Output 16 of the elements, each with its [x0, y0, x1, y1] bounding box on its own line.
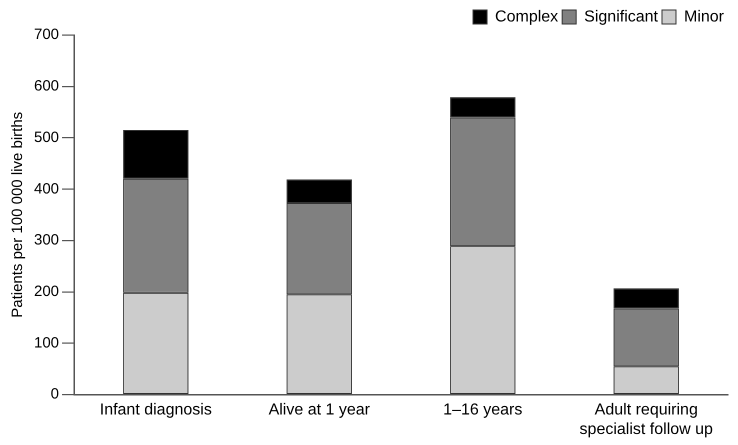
y-tick-label: 300	[34, 232, 60, 249]
y-tick-label: 600	[34, 78, 60, 95]
x-tick-label: Alive at 1 year	[268, 402, 371, 419]
x-tick-label: Infant diagnosis	[100, 402, 212, 419]
legend-label: Significant	[584, 8, 659, 26]
y-tick-label: 100	[34, 334, 60, 352]
y-tick-label: 500	[34, 128, 60, 146]
legend-label: Complex	[495, 8, 558, 26]
y-tick-label: 0	[50, 386, 60, 403]
y-tick-label: 700	[34, 26, 60, 44]
x-tick-label: 1–16 years	[443, 402, 522, 419]
x-tick-label: Adult requiring specialist follow up	[580, 402, 714, 438]
y-tick-label: 200	[34, 283, 60, 300]
y-tick-label: 400	[34, 180, 60, 198]
legend-label: Minor	[684, 8, 725, 26]
y-axis-title: Patients per 100 000 live births	[9, 112, 26, 318]
